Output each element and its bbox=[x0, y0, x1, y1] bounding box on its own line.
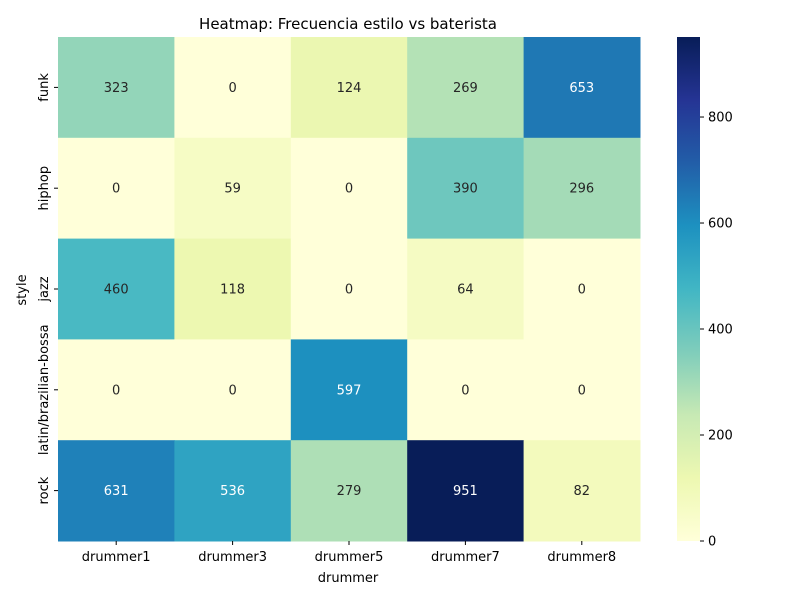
colorbar-tick-label: 600 bbox=[708, 217, 733, 232]
x-tick-label: drummer7 bbox=[431, 550, 500, 565]
cell-value-label: 536 bbox=[220, 484, 245, 499]
y-axis: funk hiphop jazz latin/brazilian-bossa rock bbox=[37, 73, 58, 504]
heatmap-cell bbox=[290, 37, 408, 139]
cell-value-label: 0 bbox=[345, 182, 353, 197]
cell-value-label: 64 bbox=[457, 283, 474, 298]
heatmap-cell bbox=[174, 137, 292, 240]
heatmap-cell bbox=[58, 37, 175, 139]
cell-value-label: 296 bbox=[569, 182, 594, 197]
colorbar-gradient bbox=[677, 37, 700, 541]
cell-value-label: 269 bbox=[453, 81, 478, 96]
heatmap-cell bbox=[58, 137, 175, 240]
heatmap-cell bbox=[523, 238, 641, 340]
cell-value-label: 279 bbox=[337, 484, 362, 499]
cell-value-label: 0 bbox=[578, 383, 586, 398]
colorbar-tick-label: 400 bbox=[708, 323, 733, 338]
cell-value-label: 59 bbox=[224, 182, 241, 197]
heatmap-cell bbox=[290, 238, 408, 340]
cell-value-label: 0 bbox=[228, 81, 236, 96]
cell-value-label: 631 bbox=[104, 484, 129, 499]
cell-value-label: 323 bbox=[104, 81, 129, 96]
heatmap-cell bbox=[523, 339, 641, 441]
heatmap-cell bbox=[523, 440, 641, 542]
colorbar-tick-label: 800 bbox=[708, 111, 733, 126]
colorbar-tick-label: 0 bbox=[708, 535, 716, 550]
colorbar-tick-label: 200 bbox=[708, 429, 733, 444]
heatmap-cell bbox=[407, 37, 525, 139]
cell-value-label: 0 bbox=[461, 383, 469, 398]
y-tick-label: rock bbox=[37, 476, 52, 504]
cell-value-label: 597 bbox=[337, 383, 362, 398]
cell-value-label: 0 bbox=[112, 383, 120, 398]
heatmap-cell bbox=[290, 440, 408, 542]
heatmap-cell bbox=[174, 339, 292, 441]
x-axis: drummer1 drummer3 drummer5 drummer7 drummer8 bbox=[82, 541, 616, 565]
y-tick-label: latin/brazilian-bossa bbox=[37, 324, 52, 455]
heatmap-cell bbox=[407, 238, 525, 340]
heatmap-cell bbox=[407, 440, 525, 542]
colorbar: 0 200 400 600 800 bbox=[677, 37, 733, 550]
cell-value-label: 0 bbox=[345, 283, 353, 298]
heatmap-cell-labels: 323 0 124 269 653 0 59 0 390 296 460 118 0 64 0 0 0 597 0 0… bbox=[104, 81, 594, 499]
cell-value-label: 390 bbox=[453, 182, 478, 197]
y-tick-label: funk bbox=[37, 73, 52, 102]
y-tick-label: hiphop bbox=[37, 166, 52, 211]
cell-value-label: 653 bbox=[569, 81, 594, 96]
y-axis-label: style bbox=[15, 274, 30, 305]
cell-value-label: 82 bbox=[574, 484, 591, 499]
cell-value-label: 0 bbox=[228, 383, 236, 398]
cell-value-label: 0 bbox=[578, 283, 586, 298]
cell-value-label: 460 bbox=[104, 283, 129, 298]
heatmap-cell bbox=[407, 339, 525, 441]
heatmap-cell bbox=[174, 238, 292, 340]
x-tick-label: drummer1 bbox=[82, 550, 151, 565]
cell-value-label: 951 bbox=[453, 484, 478, 499]
x-tick-label: drummer5 bbox=[315, 550, 384, 565]
heatmap-cells bbox=[58, 37, 641, 542]
y-tick-label: jazz bbox=[37, 276, 52, 302]
heatmap-cell bbox=[407, 137, 525, 240]
heatmap-cell bbox=[174, 440, 292, 542]
heatmap-cell bbox=[58, 238, 175, 340]
cell-value-label: 0 bbox=[112, 182, 120, 197]
heatmap-cell bbox=[290, 339, 408, 441]
x-tick-label: drummer3 bbox=[198, 550, 267, 565]
x-tick-label: drummer8 bbox=[547, 550, 616, 565]
heatmap-cell bbox=[58, 339, 175, 441]
heatmap-cell bbox=[58, 440, 175, 542]
heatmap-cell bbox=[290, 137, 408, 240]
heatmap-cell bbox=[523, 37, 641, 139]
x-axis-label: drummer bbox=[318, 571, 379, 586]
heatmap-cell bbox=[523, 137, 641, 240]
cell-value-label: 124 bbox=[337, 81, 362, 96]
heatmap-cell bbox=[174, 37, 292, 139]
cell-value-label: 118 bbox=[220, 283, 245, 298]
chart-title: Heatmap: Frecuencia estilo vs baterista bbox=[199, 15, 497, 33]
